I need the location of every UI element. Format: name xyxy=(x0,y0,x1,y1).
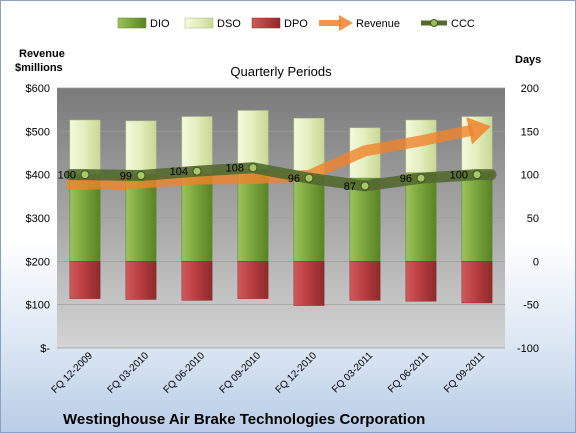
ccc-label-7: 100 xyxy=(450,170,468,182)
left-tick-label: $400 xyxy=(26,170,50,182)
revenue-line xyxy=(67,124,475,190)
bar-dso-3 xyxy=(237,110,269,170)
right-axis-title: Days xyxy=(515,54,541,66)
bar-dio-3 xyxy=(237,169,269,262)
ccc-point-1 xyxy=(136,171,146,181)
bar-dio-2 xyxy=(181,173,213,262)
legend-item-dso: DSO xyxy=(184,17,241,30)
bar-dpo-6 xyxy=(405,261,437,302)
ccc-point-3 xyxy=(248,163,258,173)
right-tick-label: 50 xyxy=(527,213,539,225)
legend-arrowhead-revenue xyxy=(339,15,353,31)
legend-swatch-dso xyxy=(184,17,214,29)
left-axis-ticks: $- $100 $200 $300 $400 $500 $600 xyxy=(26,83,51,355)
left-tick-label: $600 xyxy=(26,83,50,95)
ccc-label-0: 100 xyxy=(58,170,76,182)
x-axis-ticks: FQ 12-2009 FQ 03-2010 FQ 06-2010 FQ 09-2010… xyxy=(50,350,488,396)
ccc-label-3: 108 xyxy=(226,163,244,175)
ccc-point-4 xyxy=(304,173,314,183)
ccc-label-2: 104 xyxy=(170,166,188,178)
right-tick-label: 0 xyxy=(533,256,539,268)
bar-dso-0 xyxy=(69,119,101,175)
left-tick-label: $- xyxy=(40,343,50,355)
x-tick-label: FQ 09-2011 xyxy=(442,350,487,395)
x-tick-label: FQ 06-2010 xyxy=(162,350,208,396)
right-axis-ticks: -100 -50 0 50 100 150 200 xyxy=(517,83,539,355)
ccc-point-7 xyxy=(472,170,482,180)
legend-label-revenue: Revenue xyxy=(356,18,400,30)
legend-item-dio: DIO xyxy=(117,17,170,30)
ccc-point-5 xyxy=(360,181,370,191)
ccc-point-0 xyxy=(80,170,90,180)
legend-label-dso: DSO xyxy=(217,18,241,30)
bar-dio-4 xyxy=(293,176,325,262)
ccc-series: 100 99 104 108 96 87 96 100 xyxy=(58,162,497,193)
right-tick-label: 150 xyxy=(521,126,539,138)
right-tick-label: -100 xyxy=(517,343,539,355)
ccc-label-5: 87 xyxy=(344,181,356,193)
legend-item-ccc: CCC xyxy=(421,18,475,30)
bar-dpo-1 xyxy=(125,261,157,300)
bar-dio-5 xyxy=(349,177,381,262)
ccc-point-2 xyxy=(192,166,202,176)
company-name: Westinghouse Air Brake Technologies Corp… xyxy=(63,411,425,428)
ccc-label-4: 96 xyxy=(288,173,300,185)
legend-marker-ccc xyxy=(430,19,438,27)
ccc-point-6 xyxy=(416,173,426,183)
x-tick-label: FQ 03-2010 xyxy=(106,350,152,396)
left-tick-label: $100 xyxy=(26,300,50,312)
ccc-line xyxy=(65,162,497,192)
bar-dpo-7 xyxy=(461,261,493,304)
left-tick-label: $500 xyxy=(26,126,50,138)
legend-item-dpo: DPO xyxy=(251,17,308,30)
x-tick-label: FQ 12-2010 xyxy=(274,350,320,396)
bar-dso-1 xyxy=(125,120,157,175)
right-tick-label: 100 xyxy=(521,170,539,182)
left-axis-title-line2: $millions xyxy=(15,62,63,74)
x-tick-label: FQ 06-2011 xyxy=(386,350,431,395)
legend-label-dpo: DPO xyxy=(284,18,308,30)
x-tick-label: FQ 03-2011 xyxy=(330,350,375,395)
bar-dpo-5 xyxy=(349,261,381,301)
bar-dpo-3 xyxy=(237,261,269,299)
left-axis-title-line1: Revenue xyxy=(19,48,65,60)
bar-dio-7 xyxy=(461,171,493,262)
x-tick-label: FQ 12-2009 xyxy=(50,350,96,396)
legend: DIO DSO DPO Revenue CCC xyxy=(117,15,475,31)
legend-label-ccc: CCC xyxy=(451,18,475,30)
left-tick-label: $300 xyxy=(26,213,50,225)
ccc-label-1: 99 xyxy=(120,171,132,183)
ccc-label-6: 96 xyxy=(400,173,412,185)
legend-swatch-dpo xyxy=(251,17,281,29)
bar-dio-6 xyxy=(405,172,437,262)
bar-dpo-2 xyxy=(181,261,213,301)
legend-swatch-dio xyxy=(117,17,147,29)
revenue-arrowhead xyxy=(466,117,491,145)
legend-item-revenue: Revenue xyxy=(319,15,400,31)
bar-dso-2 xyxy=(181,116,213,175)
x-tick-label: FQ 09-2010 xyxy=(218,350,264,396)
legend-label-dio: DIO xyxy=(150,18,170,30)
chart-title: Quarterly Periods xyxy=(230,64,332,79)
right-tick-label: -50 xyxy=(523,300,539,312)
right-tick-label: 200 xyxy=(521,83,539,95)
left-tick-label: $200 xyxy=(26,256,50,268)
bar-dpo-0 xyxy=(69,261,101,299)
bar-dpo-4 xyxy=(293,261,325,306)
revenue-series xyxy=(67,117,491,190)
